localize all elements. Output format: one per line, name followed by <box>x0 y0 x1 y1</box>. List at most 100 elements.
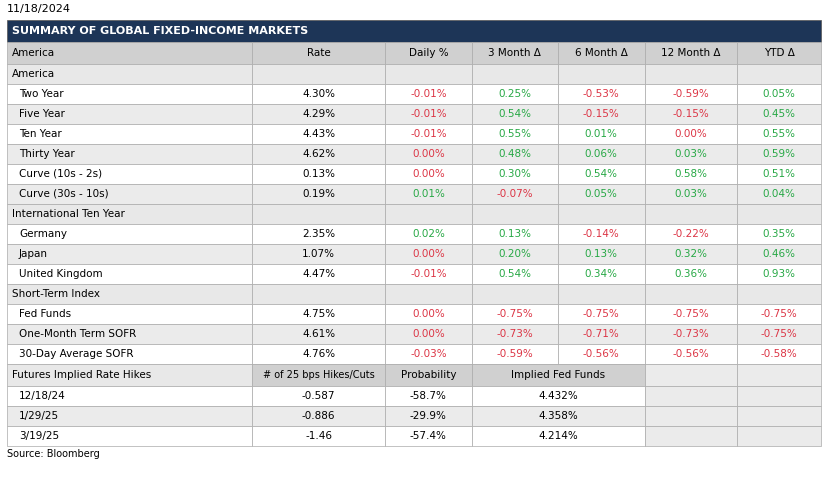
Bar <box>557 104 643 124</box>
Text: 0.55%: 0.55% <box>762 129 795 139</box>
Bar <box>251 42 385 64</box>
Bar <box>251 124 385 144</box>
Text: 0.51%: 0.51% <box>762 169 795 179</box>
Bar <box>736 284 820 304</box>
Bar <box>736 364 820 386</box>
Bar <box>471 64 557 84</box>
Bar <box>385 386 471 406</box>
Text: 0.03%: 0.03% <box>674 149 706 159</box>
Bar <box>557 164 643 184</box>
Text: 0.30%: 0.30% <box>498 169 531 179</box>
Text: 0.34%: 0.34% <box>584 269 617 279</box>
Text: -0.07%: -0.07% <box>496 189 533 199</box>
Text: -0.56%: -0.56% <box>672 349 709 359</box>
Text: Thirty Year: Thirty Year <box>19 149 74 159</box>
Bar <box>385 224 471 244</box>
Text: Curve (30s - 10s): Curve (30s - 10s) <box>19 189 108 199</box>
Text: -0.14%: -0.14% <box>582 229 619 239</box>
Text: # of 25 bps Hikes/Cuts: # of 25 bps Hikes/Cuts <box>262 370 374 380</box>
Bar <box>385 104 471 124</box>
Bar <box>471 124 557 144</box>
Text: -0.01%: -0.01% <box>409 89 447 99</box>
Text: International Ten Year: International Ten Year <box>12 209 125 219</box>
Bar <box>643 124 736 144</box>
Bar <box>385 304 471 324</box>
Bar <box>7 144 251 164</box>
Bar <box>643 204 736 224</box>
Text: -0.886: -0.886 <box>301 411 335 421</box>
Bar <box>251 344 385 364</box>
Text: Curve (10s - 2s): Curve (10s - 2s) <box>19 169 102 179</box>
Bar <box>736 64 820 84</box>
Bar <box>736 224 820 244</box>
Text: 4.358%: 4.358% <box>538 411 577 421</box>
Text: -0.56%: -0.56% <box>582 349 619 359</box>
Bar <box>251 364 385 386</box>
Text: -0.53%: -0.53% <box>582 89 619 99</box>
Text: 0.46%: 0.46% <box>762 249 795 259</box>
Bar <box>385 364 471 386</box>
Text: 0.00%: 0.00% <box>674 129 706 139</box>
Text: -0.01%: -0.01% <box>409 109 447 119</box>
Text: 12 Month Δ: 12 Month Δ <box>660 48 719 58</box>
Bar <box>471 304 557 324</box>
Text: 0.00%: 0.00% <box>412 309 444 319</box>
Bar <box>557 124 643 144</box>
Bar <box>736 406 820 426</box>
Text: 1.07%: 1.07% <box>302 249 335 259</box>
Text: 0.55%: 0.55% <box>498 129 531 139</box>
Text: -0.73%: -0.73% <box>496 329 533 339</box>
Text: 0.54%: 0.54% <box>498 269 531 279</box>
Text: 12/18/24: 12/18/24 <box>19 391 65 401</box>
Bar <box>385 344 471 364</box>
Text: Fed Funds: Fed Funds <box>19 309 71 319</box>
Bar <box>643 386 736 406</box>
Bar <box>7 164 251 184</box>
Text: 0.05%: 0.05% <box>584 189 617 199</box>
Bar <box>385 406 471 426</box>
Bar <box>385 244 471 264</box>
Text: 0.01%: 0.01% <box>412 189 444 199</box>
Text: 0.54%: 0.54% <box>498 109 531 119</box>
Bar <box>643 42 736 64</box>
Text: 0.13%: 0.13% <box>498 229 531 239</box>
Bar <box>7 284 251 304</box>
Bar <box>7 184 251 204</box>
Text: 4.29%: 4.29% <box>302 109 335 119</box>
Text: -58.7%: -58.7% <box>409 391 447 401</box>
Bar <box>471 42 557 64</box>
Bar <box>471 84 557 104</box>
Bar <box>471 264 557 284</box>
Bar <box>471 324 557 344</box>
Text: 3 Month Δ: 3 Month Δ <box>488 48 541 58</box>
Bar <box>557 284 643 304</box>
Text: 6 Month Δ: 6 Month Δ <box>574 48 627 58</box>
Text: 0.05%: 0.05% <box>762 89 795 99</box>
Bar <box>643 364 736 386</box>
Text: -0.01%: -0.01% <box>409 269 447 279</box>
Bar <box>7 84 251 104</box>
Text: SUMMARY OF GLOBAL FIXED-INCOME MARKETS: SUMMARY OF GLOBAL FIXED-INCOME MARKETS <box>12 26 308 36</box>
Text: 0.45%: 0.45% <box>762 109 795 119</box>
Bar <box>471 164 557 184</box>
Text: -0.75%: -0.75% <box>672 309 709 319</box>
Text: -0.75%: -0.75% <box>582 309 619 319</box>
Text: 0.19%: 0.19% <box>302 189 335 199</box>
Text: -0.58%: -0.58% <box>760 349 796 359</box>
Bar <box>7 406 251 426</box>
Bar <box>471 386 643 406</box>
Text: 0.93%: 0.93% <box>762 269 795 279</box>
Text: United Kingdom: United Kingdom <box>19 269 103 279</box>
Bar <box>385 184 471 204</box>
Bar <box>557 244 643 264</box>
Bar <box>7 20 820 42</box>
Bar <box>471 244 557 264</box>
Text: 2.35%: 2.35% <box>302 229 335 239</box>
Text: 0.58%: 0.58% <box>673 169 706 179</box>
Text: -0.15%: -0.15% <box>582 109 619 119</box>
Bar <box>251 284 385 304</box>
Text: Ten Year: Ten Year <box>19 129 62 139</box>
Bar <box>557 224 643 244</box>
Text: 30-Day Average SOFR: 30-Day Average SOFR <box>19 349 133 359</box>
Bar <box>385 42 471 64</box>
